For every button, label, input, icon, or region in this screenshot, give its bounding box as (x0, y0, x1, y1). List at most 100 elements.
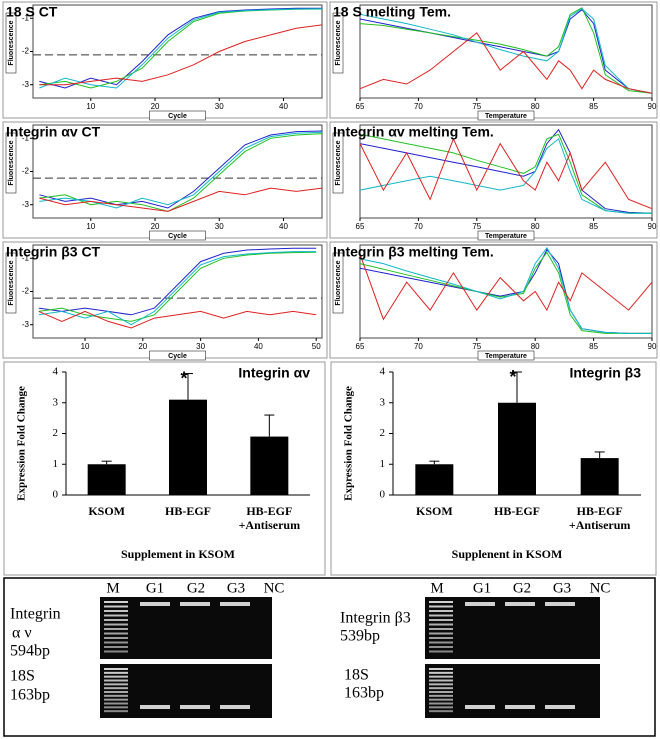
curve (38, 247, 317, 316)
y-tick-label: 0 (53, 489, 59, 501)
ladder-band (104, 702, 128, 705)
y-label-box (332, 12, 344, 74)
sample-band (545, 705, 575, 709)
curve (359, 251, 652, 334)
ladder-band (104, 632, 128, 635)
x-tick-label: 80 (531, 222, 540, 231)
ladder-band (429, 691, 453, 693)
ladder-band (104, 610, 128, 612)
curve (359, 7, 653, 94)
ladder-band (104, 691, 128, 693)
gel-label: α ν (12, 625, 32, 642)
ladder-band (104, 650, 128, 653)
y-label-box (5, 132, 17, 194)
y-label: Fluorescence (8, 260, 15, 305)
ladder-band (429, 679, 453, 682)
x-tick-label: 40 (279, 222, 288, 231)
y-tick-label: 0 (380, 489, 386, 501)
ladder-band (104, 679, 128, 682)
sample-band (465, 602, 495, 606)
bar (87, 464, 126, 495)
sample-band (220, 705, 250, 709)
y-tick-label: -3 (22, 200, 30, 209)
lane-label: G1 (146, 580, 164, 596)
x-label-box (149, 350, 206, 361)
gel-image (100, 597, 272, 659)
y-tick-label: 4 (53, 366, 59, 378)
curve (359, 8, 653, 94)
lane-label: G2 (187, 580, 205, 596)
ladder-band (429, 610, 453, 612)
curve (359, 254, 653, 321)
x-tick-label: 50 (312, 342, 321, 351)
x-label: Temperature (485, 113, 527, 120)
ladder-band (429, 671, 453, 674)
y-tick-label: -3 (22, 80, 30, 89)
x-tick-label: 40 (279, 102, 288, 111)
x-tick-label: 65 (356, 342, 365, 351)
x-tick-label: HB-EGF (493, 504, 540, 518)
x-tick-label: 65 (356, 102, 365, 111)
x-tick-label: 20 (138, 342, 147, 351)
y-label: Fluorescence (335, 20, 342, 65)
x-label: Temperature (485, 353, 527, 360)
sample-band (220, 602, 250, 606)
ladder-band (104, 623, 128, 626)
gel-label: 18S (344, 667, 369, 684)
sample-band (505, 705, 535, 709)
x-tick-label: 80 (531, 102, 540, 111)
curve (39, 131, 323, 209)
y-label: Expression Fold Change (343, 386, 355, 501)
chart-title: 18 S melting Tem. (333, 4, 451, 20)
y-label: Expression Fold Change (16, 386, 28, 501)
curve (359, 133, 652, 214)
curve (39, 7, 322, 89)
sample-band (140, 602, 170, 606)
x-tick-label: 90 (648, 342, 657, 351)
bar (498, 402, 536, 495)
ladder-band (429, 628, 453, 630)
y-label-box (5, 12, 17, 74)
ladder-band (429, 694, 453, 697)
curve (359, 137, 653, 210)
ladder-band (104, 628, 128, 630)
x-tick-label: 85 (589, 222, 598, 231)
x-label: Supplenent in KSOM (452, 547, 563, 561)
chart-title: Integrin αv melting Tem. (333, 124, 494, 140)
x-tick-label: KSOM (415, 504, 453, 518)
x-tick-label: 20 (151, 102, 160, 111)
chart-title: 18 S CT (6, 4, 58, 20)
x-label: Cycle (168, 233, 187, 240)
y-label-box (5, 252, 17, 314)
x-label-box (149, 230, 206, 241)
y-tick-label: 1 (53, 458, 59, 470)
curve (359, 32, 653, 94)
ladder-band (104, 605, 128, 608)
x-label: Temperature (485, 233, 527, 240)
ladder-band (429, 632, 453, 635)
bar (415, 464, 454, 495)
significance-mark: * (509, 367, 516, 387)
curve (39, 24, 323, 86)
y-tick-label: 3 (380, 396, 386, 408)
curve (39, 8, 323, 89)
x-label-box (149, 110, 206, 121)
x-tick-label: KSOM (88, 504, 125, 518)
ladder-band (429, 687, 453, 690)
y-tick-label: 4 (380, 366, 386, 378)
bar (169, 399, 207, 495)
ladder-band (104, 601, 128, 603)
curve (39, 133, 323, 212)
chart-title: Integrin αv (238, 365, 310, 381)
gel-image (425, 597, 600, 659)
x-tick-label: HB-EGF +Antiserum (238, 504, 301, 532)
y-label: Fluorescence (335, 140, 342, 185)
lane-label: G2 (513, 580, 531, 596)
sample-band (505, 602, 535, 606)
chart-title: Integrin β3 (569, 365, 641, 381)
x-label: Supplement in KSOM (121, 547, 235, 561)
ladder-band (429, 698, 453, 701)
lane-label: G1 (473, 580, 491, 596)
curve (359, 246, 652, 334)
